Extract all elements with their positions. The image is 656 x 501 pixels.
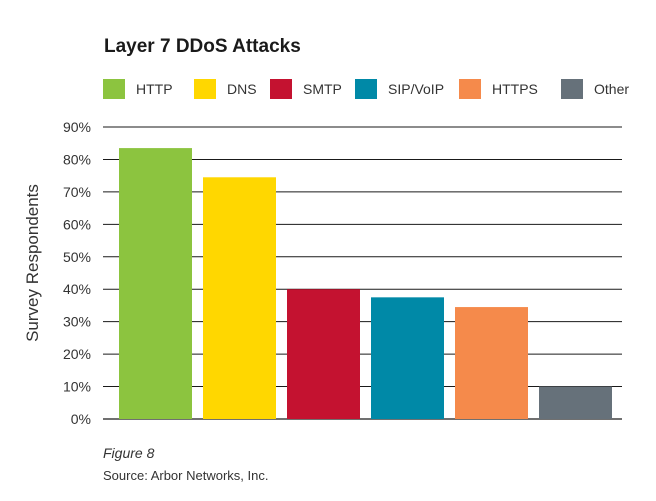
- y-tick-labels: 0% 10% 20% 30% 40% 50% 60% 70% 80% 90%: [63, 119, 91, 427]
- bar-smtp: [287, 289, 360, 419]
- y-tick-label: 10%: [63, 379, 91, 395]
- legend-swatch: [270, 79, 292, 99]
- bar-http: [119, 148, 192, 420]
- y-tick-label: 30%: [63, 314, 91, 330]
- legend-item-sip-voip: SIP/VoIP: [355, 78, 444, 100]
- legend-swatch: [194, 79, 216, 99]
- chart-title: Layer 7 DDoS Attacks: [104, 36, 301, 57]
- bar-other: [539, 386, 612, 419]
- legend-label: Other: [594, 81, 630, 97]
- y-tick-label: 40%: [63, 281, 91, 297]
- legend-item-smtp: SMTP: [270, 78, 342, 100]
- legend-item-dns: DNS: [194, 78, 257, 100]
- legend-label: HTTPS: [492, 81, 538, 97]
- chart-legend: HTTP DNS SMTP SIP/VoIP HTTPS Other: [103, 78, 643, 100]
- legend-swatch: [459, 79, 481, 99]
- bar-sip-voip: [371, 297, 444, 419]
- y-tick-label: 20%: [63, 346, 91, 362]
- legend-swatch: [355, 79, 377, 99]
- bar-dns: [203, 177, 276, 419]
- y-tick-label: 90%: [63, 119, 91, 135]
- y-tick-label: 60%: [63, 216, 91, 232]
- legend-item-http: HTTP: [103, 78, 173, 100]
- legend-label: HTTP: [136, 81, 173, 97]
- y-tick-label: 70%: [63, 184, 91, 200]
- legend-item-other: Other: [561, 78, 629, 100]
- legend-label: DNS: [227, 81, 257, 97]
- legend-label: SMTP: [303, 81, 342, 97]
- legend-swatch: [103, 79, 125, 99]
- bars: [119, 148, 612, 420]
- y-tick-label: 80%: [63, 151, 91, 167]
- bar-https: [455, 307, 528, 419]
- legend-item-https: HTTPS: [459, 78, 538, 100]
- legend-label: SIP/VoIP: [388, 81, 445, 97]
- legend-swatch: [561, 79, 583, 99]
- source-caption: Source: Arbor Networks, Inc.: [103, 468, 269, 483]
- y-tick-label: 50%: [63, 249, 91, 265]
- y-tick-label: 0%: [71, 411, 91, 427]
- figure-caption: Figure 8: [103, 445, 155, 461]
